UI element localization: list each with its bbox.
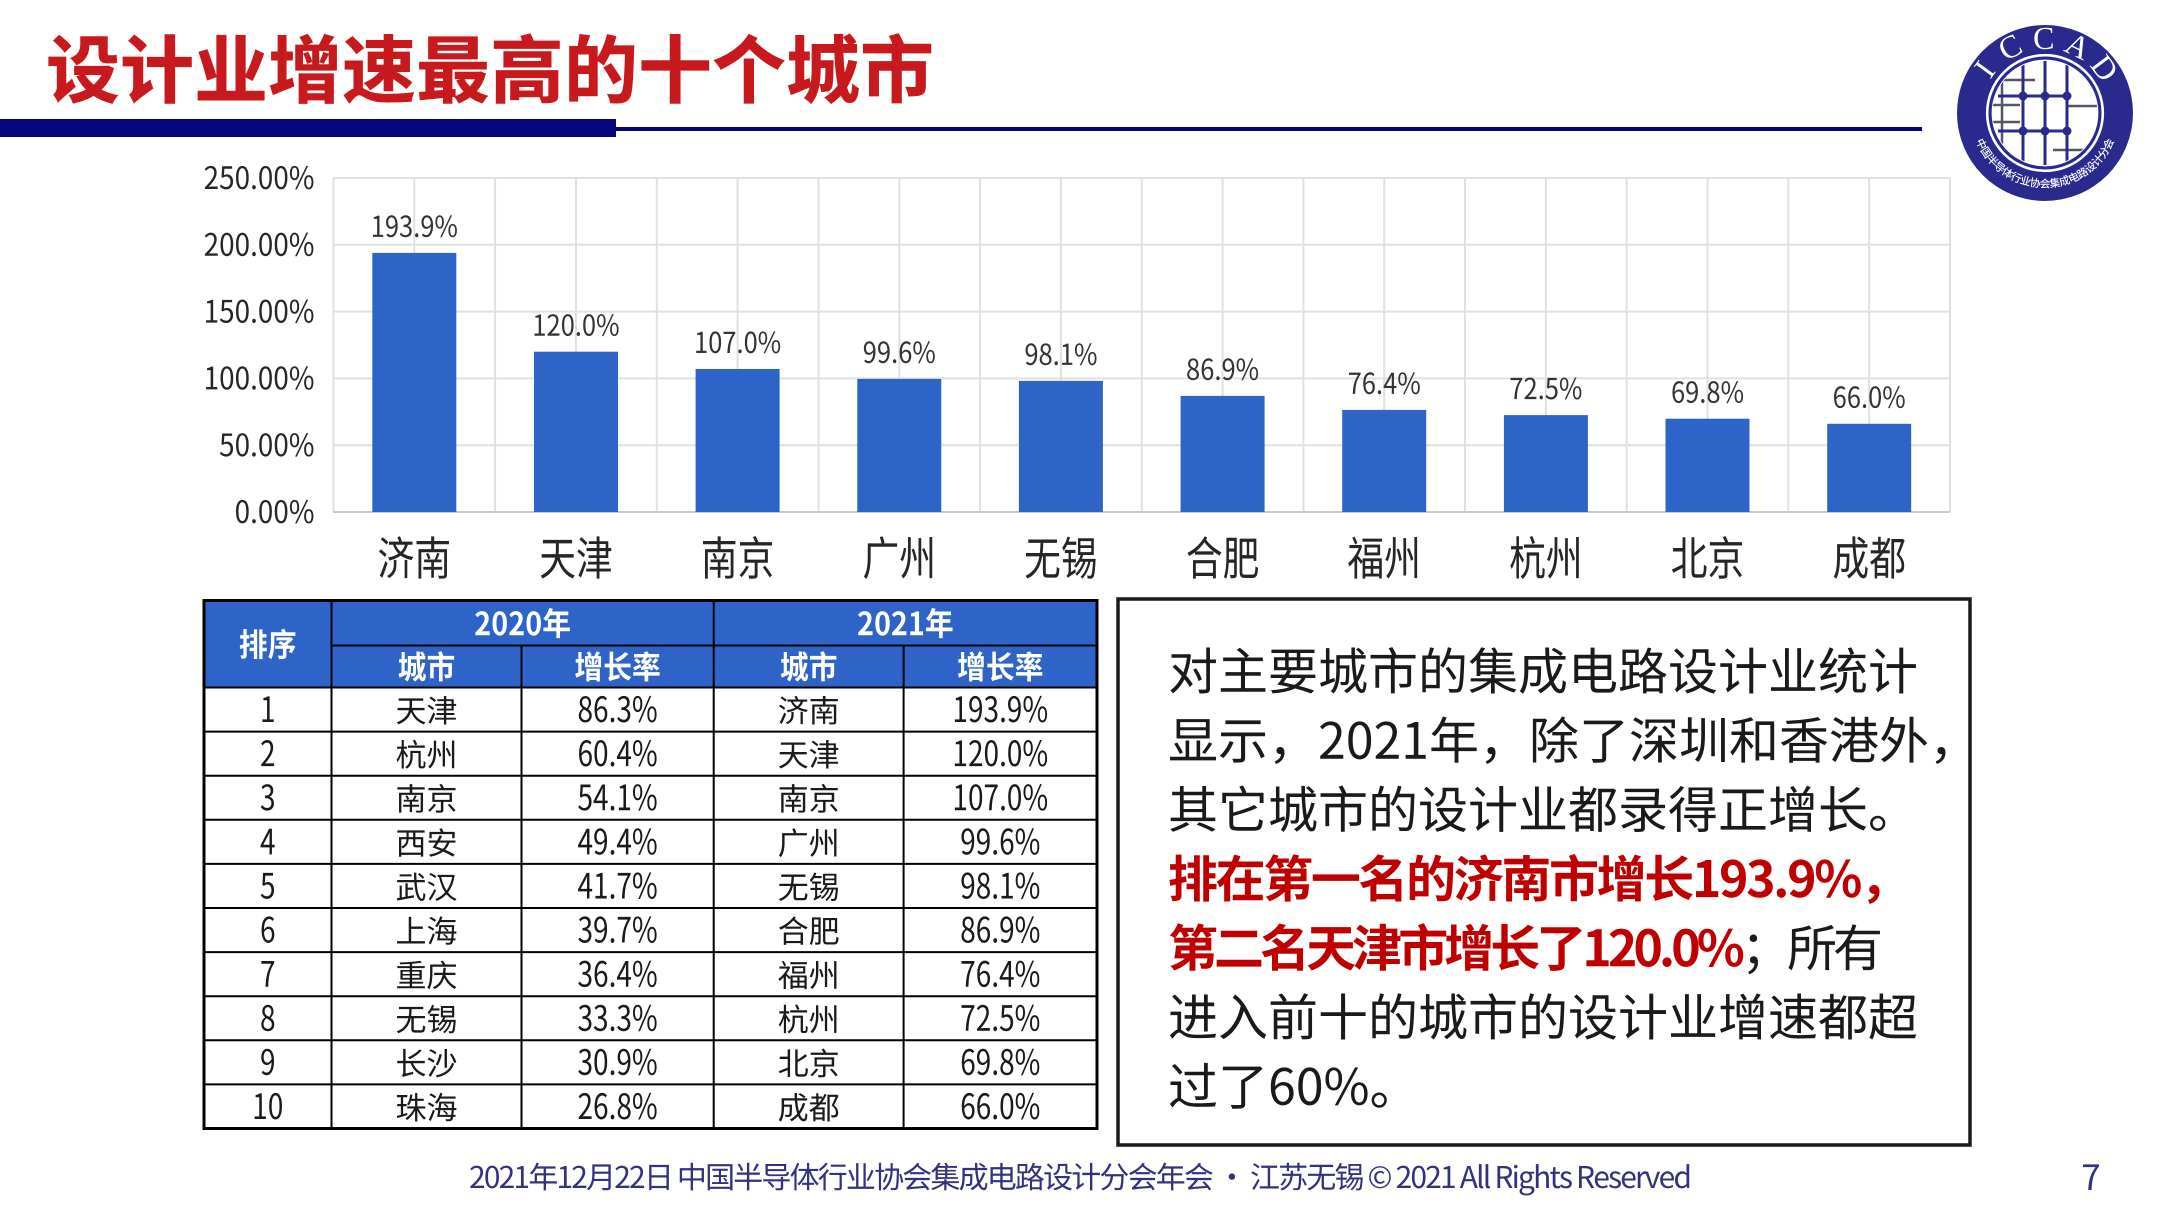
svg-text:C: C [2033, 20, 2055, 56]
